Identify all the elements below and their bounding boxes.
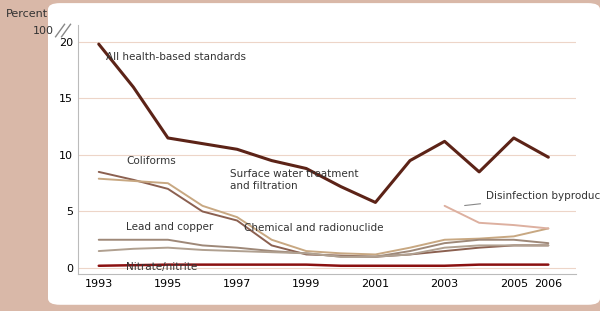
- Text: Disinfection byproducts: Disinfection byproducts: [464, 191, 600, 206]
- Text: All health-based standards: All health-based standards: [106, 52, 245, 62]
- Text: Nitrate/nitrite: Nitrate/nitrite: [127, 262, 197, 272]
- Text: 100: 100: [33, 26, 54, 36]
- Text: Percent: Percent: [6, 9, 48, 19]
- Text: Surface water treatment
and filtration: Surface water treatment and filtration: [230, 169, 359, 191]
- Text: Lead and copper: Lead and copper: [127, 222, 214, 232]
- Text: Chemical and radionuclide: Chemical and radionuclide: [244, 223, 383, 233]
- Text: Coliforms: Coliforms: [127, 156, 176, 166]
- FancyBboxPatch shape: [78, 25, 576, 274]
